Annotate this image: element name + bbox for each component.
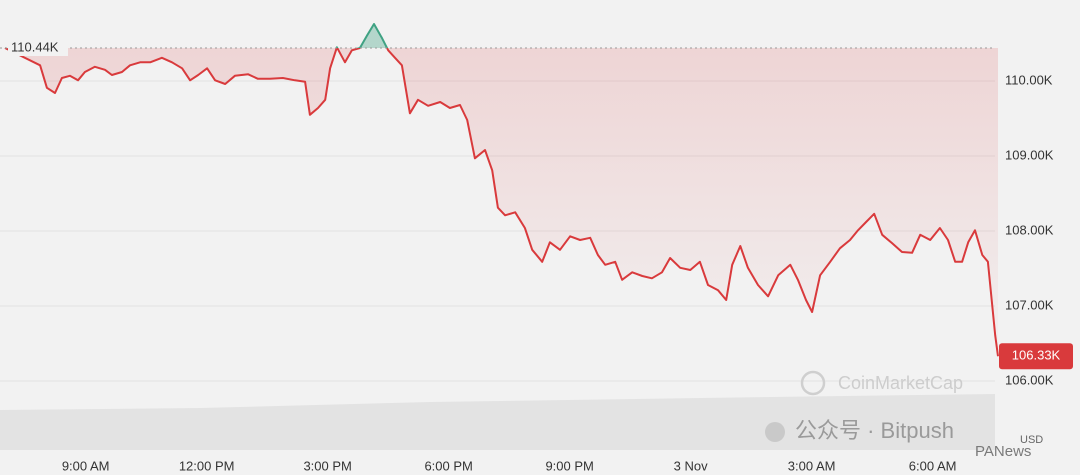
x-tick-label: 9:00 PM: [545, 458, 593, 473]
x-tick-label: 3:00 PM: [303, 458, 351, 473]
y-tick-label: 106.00K: [1005, 372, 1054, 387]
x-tick-label: 3 Nov: [674, 458, 708, 473]
x-tick-label: 3:00 AM: [788, 458, 836, 473]
reference-label-bg: [8, 40, 68, 56]
watermark-icon: [765, 422, 785, 442]
watermark-logo: [800, 370, 826, 396]
x-tick-label: 9:00 AM: [62, 458, 110, 473]
currency-label: USD: [1020, 434, 1043, 446]
reference-label: 110.44K: [11, 39, 59, 54]
x-tick-label: 6:00 PM: [424, 458, 472, 473]
marks: 110.44K 106.33K: [0, 23, 1073, 370]
watermark: PANews: [975, 443, 1031, 460]
watermark: CoinMarketCap: [838, 373, 963, 393]
area-fill: [5, 24, 998, 357]
y-tick-label: 109.00K: [1005, 147, 1054, 162]
x-tick-label: 6:00 AM: [909, 458, 957, 473]
price-line: [4, 23, 999, 357]
last-price-badge: [999, 343, 1073, 370]
y-tick-label: 107.00K: [1005, 297, 1054, 312]
last-price-label: 106.33K: [1012, 348, 1061, 363]
y-tick-label: 110.00K: [1005, 72, 1053, 87]
y-tick-label: 108.00K: [1005, 222, 1054, 237]
volume-area: [0, 394, 995, 450]
watermark: 公众号 · Bitpush: [795, 418, 954, 443]
x-tick-label: 12:00 PM: [179, 458, 235, 473]
